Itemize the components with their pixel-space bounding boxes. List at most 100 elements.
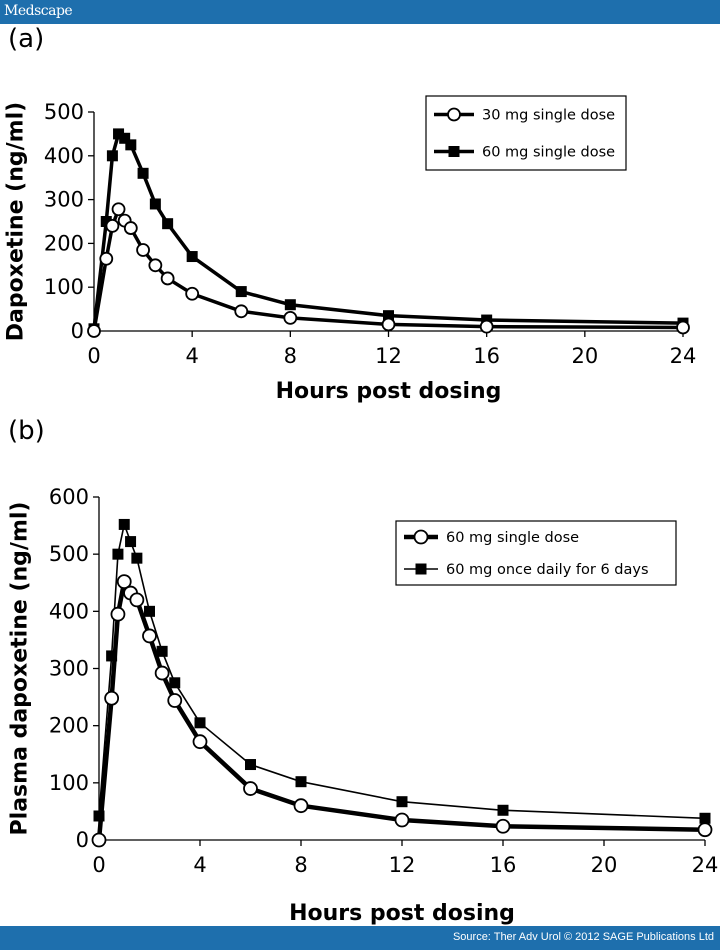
x-tick-label: 0 — [87, 344, 100, 368]
data-point — [169, 677, 181, 689]
data-point — [118, 518, 130, 530]
data-point — [136, 243, 150, 257]
data-point — [137, 167, 149, 179]
data-point — [111, 202, 126, 217]
legend-marker — [415, 563, 427, 575]
data-point — [497, 804, 509, 816]
data-point — [167, 693, 183, 708]
chart-panel-a: 0 100 200 300 400 500 0 4 8 12 16 20 24 Hours post do… — [4, 95, 697, 404]
legend: 60 mg single dose 60 mg once daily for 6 … — [395, 520, 677, 586]
data-point — [479, 319, 494, 334]
data-point — [112, 548, 124, 560]
data-point — [129, 592, 145, 608]
data-point — [192, 734, 208, 750]
legend-marker — [448, 146, 460, 157]
x-axis-label: Hours post dosing — [289, 901, 515, 926]
legend-box — [425, 95, 627, 171]
data-point — [119, 132, 131, 144]
data-point — [144, 605, 155, 617]
data-point — [383, 310, 394, 322]
x-tick-label: 8 — [294, 853, 307, 877]
x-tick-label: 8 — [284, 344, 297, 368]
data-point — [235, 286, 247, 298]
data-point — [142, 628, 157, 644]
x-tick-label: 20 — [591, 853, 618, 877]
legend-marker — [413, 529, 429, 545]
legend-label: 60 mg single dose — [482, 145, 615, 161]
y-axis-label: Dapoxetine (ng/ml) — [4, 102, 29, 341]
y-tick-label: 400 — [49, 599, 89, 623]
data-point — [91, 832, 107, 848]
x-tick-label: 16 — [473, 344, 500, 368]
y-tick-label: 500 — [49, 542, 89, 566]
y-tick-label: 600 — [49, 485, 89, 509]
legend: 30 mg single dose 60 mg single dose — [425, 95, 627, 171]
data-point — [105, 218, 120, 233]
data-point — [162, 218, 174, 230]
x-tick-label: 4 — [193, 853, 206, 877]
x-tick-label: 24 — [692, 853, 719, 877]
data-point — [113, 128, 125, 140]
x-tick-label: 0 — [92, 853, 105, 877]
data-point — [131, 552, 143, 564]
data-point — [148, 258, 163, 273]
data-point — [116, 574, 132, 590]
data-point — [283, 310, 298, 325]
data-point — [106, 150, 118, 162]
y-tick-label: 0 — [76, 828, 89, 852]
x-tick-label: 12 — [389, 853, 416, 877]
data-point — [100, 216, 112, 227]
legend-label: 30 mg single dose — [482, 108, 615, 124]
brand-logo: Medscape — [4, 3, 73, 19]
data-point — [293, 798, 309, 814]
data-point — [396, 796, 408, 808]
data-point — [110, 606, 126, 622]
y-tick-label: 200 — [49, 714, 89, 738]
data-point — [194, 717, 206, 729]
legend-box — [395, 520, 677, 586]
x-axis-label: Hours post dosing — [276, 379, 502, 404]
source-credit: Source: Ther Adv Urol © 2012 SAGE Public… — [452, 931, 714, 943]
data-point — [245, 759, 256, 771]
data-point — [149, 198, 161, 210]
data-point — [160, 271, 175, 286]
data-point — [123, 221, 138, 235]
data-point — [697, 822, 713, 838]
y-tick-label: 0 — [71, 319, 84, 343]
y-tick-label: 100 — [44, 275, 84, 299]
data-point — [185, 286, 200, 301]
data-point — [243, 781, 258, 796]
footer-bar: Source: Ther Adv Urol © 2012 SAGE Public… — [0, 926, 720, 950]
data-point — [99, 251, 114, 266]
data-point — [87, 324, 101, 338]
y-tick-label: 300 — [44, 188, 84, 212]
x-tick-label: 16 — [490, 853, 517, 877]
legend-label: 60 mg once daily for 6 days — [446, 562, 649, 578]
chart-panel-b: 0 100 200 300 400 500 600 0 4 8 12 16 20 24 Hours post… — [8, 485, 719, 926]
data-point — [284, 299, 296, 311]
data-point — [154, 665, 170, 681]
data-point — [495, 818, 511, 834]
data-point — [699, 812, 711, 824]
data-point — [234, 304, 249, 319]
x-tick-label: 24 — [670, 344, 697, 368]
data-point — [381, 317, 396, 332]
data-point — [186, 251, 198, 263]
data-point — [295, 776, 307, 788]
data-point — [93, 810, 105, 822]
y-tick-label: 200 — [44, 231, 84, 255]
legend-label: 60 mg single dose — [446, 530, 579, 546]
data-point — [106, 650, 118, 662]
y-tick-label: 100 — [49, 771, 89, 795]
data-point — [394, 812, 410, 828]
data-point — [156, 645, 168, 657]
data-point — [676, 320, 690, 335]
data-point — [104, 690, 120, 706]
x-tick-label: 20 — [571, 344, 598, 368]
data-point — [125, 536, 137, 548]
panel-b-label: (b) — [8, 416, 45, 446]
x-tick-label: 4 — [185, 344, 198, 368]
y-tick-label: 400 — [44, 144, 84, 168]
legend-marker — [447, 107, 461, 122]
